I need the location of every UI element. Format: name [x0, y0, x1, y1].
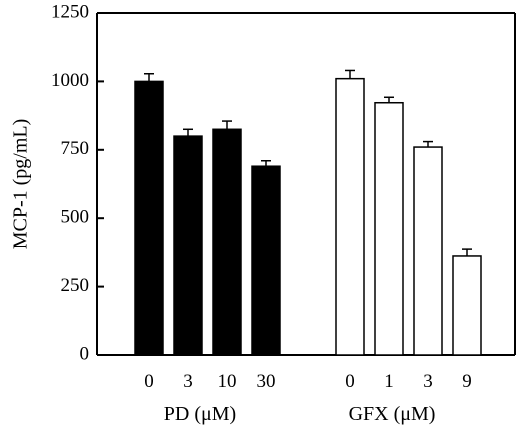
- y-axis-ticks: 0 250 500 750 1000 1250: [51, 1, 104, 364]
- bar: [173, 135, 203, 356]
- x-tick-labels: 0 3 10 30 0 1 3 9: [144, 371, 472, 392]
- x-tick-label: 1: [384, 371, 394, 392]
- bar: [134, 80, 164, 356]
- group-label: PD (μM): [164, 403, 236, 425]
- bar: [335, 77, 365, 356]
- bar: [374, 101, 404, 356]
- x-tick-label: 0: [144, 371, 154, 392]
- plot-frame: [96, 12, 516, 356]
- group-label: GFX (μM): [349, 403, 436, 425]
- y-axis-title: MCP-1 (pg/mL): [10, 119, 32, 250]
- bar: [251, 165, 281, 356]
- bar: [413, 146, 443, 356]
- bar: [452, 255, 482, 356]
- y-tick-label: 750: [61, 138, 90, 159]
- y-tick-label: 0: [80, 343, 90, 364]
- x-tick-label: 0: [345, 371, 355, 392]
- y-tick-label: 1000: [51, 70, 89, 91]
- bars: [134, 69, 482, 356]
- group-labels: PD (μM) GFX (μM): [164, 403, 436, 425]
- y-tick-label: 500: [61, 207, 90, 228]
- bar: [212, 128, 242, 356]
- y-tick-label: 1250: [51, 1, 89, 22]
- y-tick-label: 250: [61, 275, 90, 296]
- x-tick-label: 3: [183, 371, 193, 392]
- x-tick-label: 10: [218, 371, 237, 392]
- x-tick-label: 9: [462, 371, 472, 392]
- x-tick-label: 30: [257, 371, 276, 392]
- x-tick-label: 3: [423, 371, 433, 392]
